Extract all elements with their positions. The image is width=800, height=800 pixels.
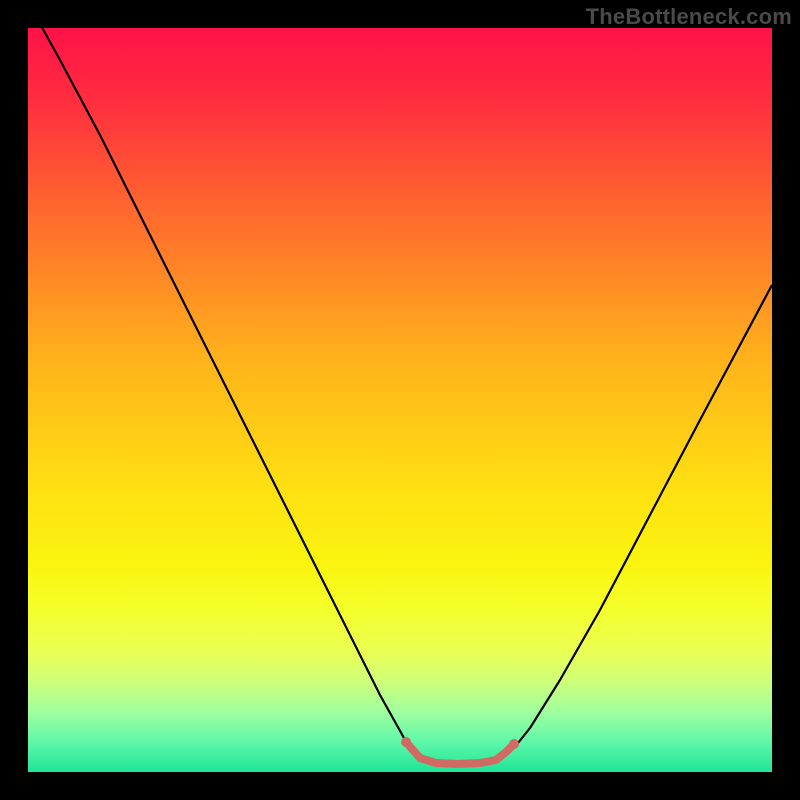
chart-canvas: TheBottleneck.com [0, 0, 800, 800]
marker-endpoint-0 [401, 737, 411, 747]
gradient-background [28, 28, 772, 772]
watermark-text: TheBottleneck.com [586, 4, 792, 30]
marker-endpoint-1 [509, 739, 519, 749]
chart-svg [0, 0, 800, 800]
